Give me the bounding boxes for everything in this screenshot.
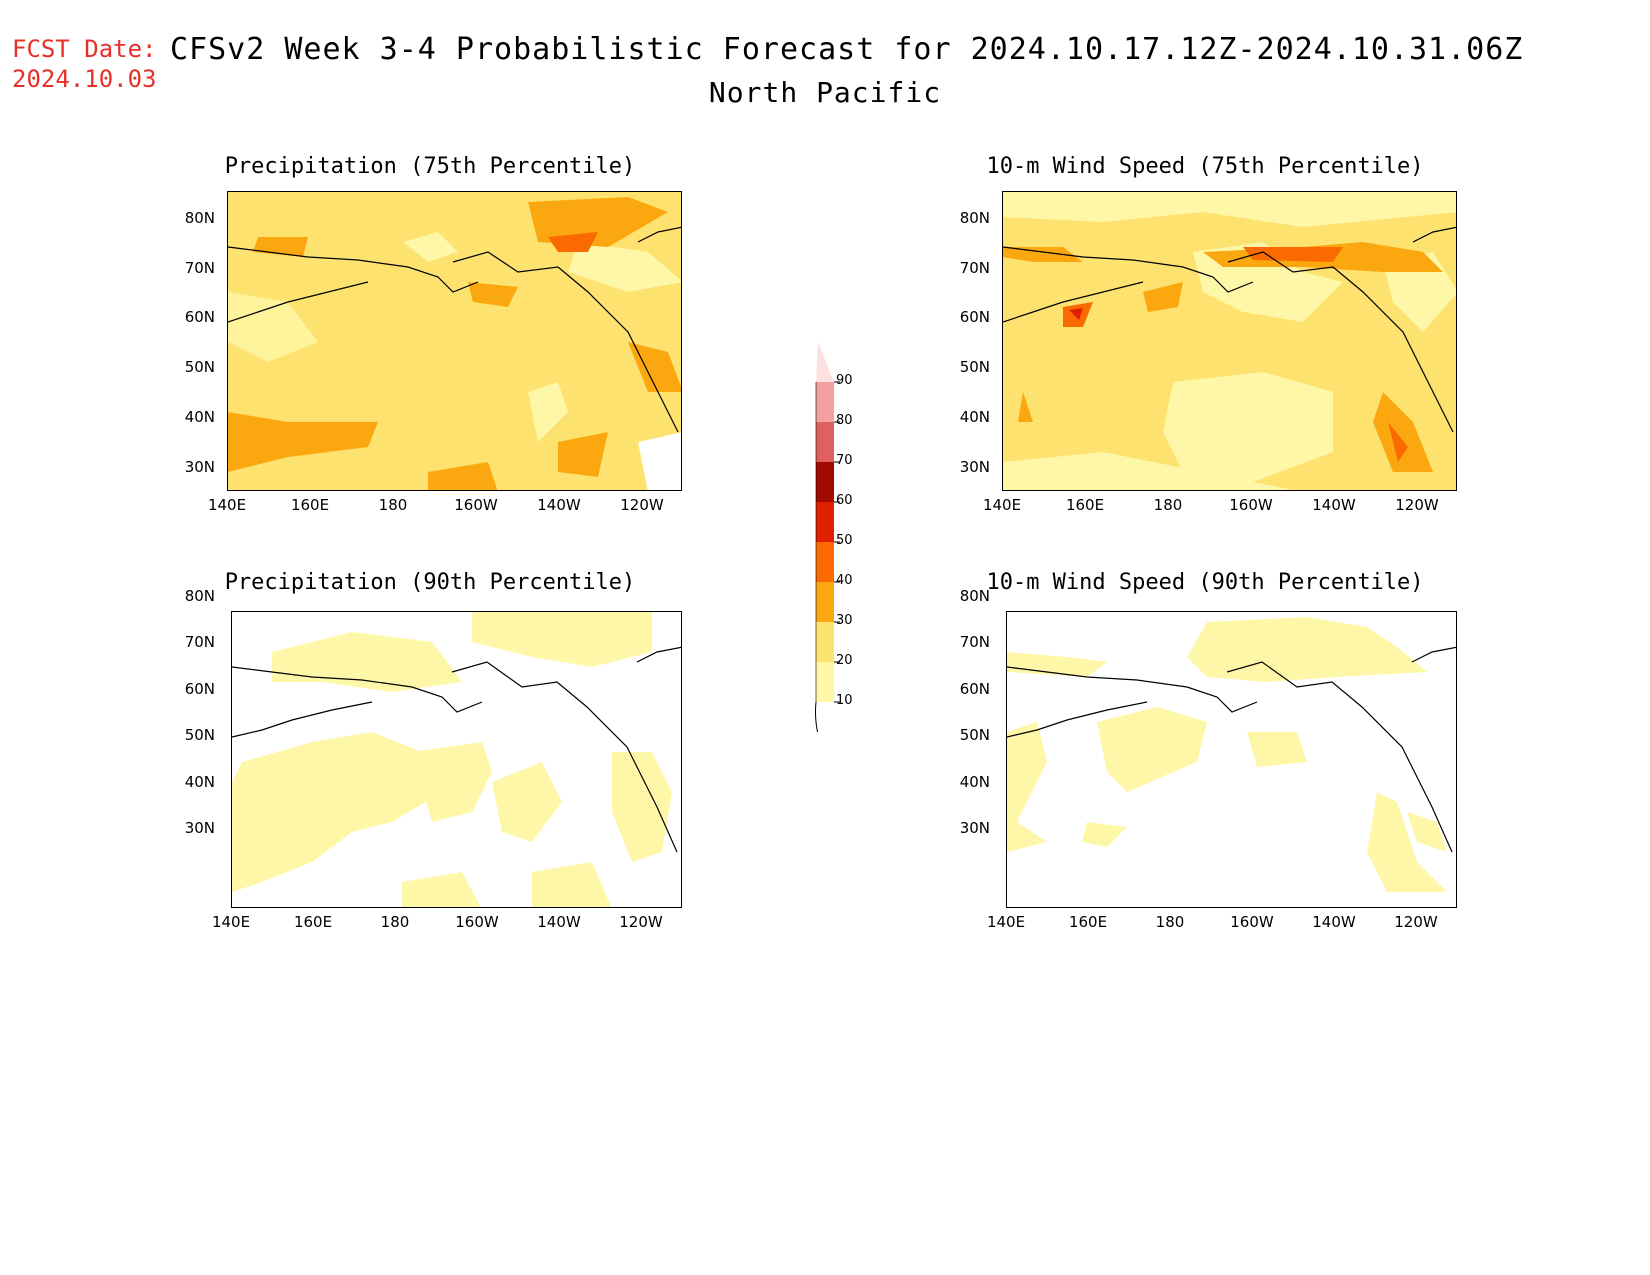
lat-label: 30N	[184, 458, 215, 476]
map-area	[231, 611, 682, 908]
colorbar-bin	[816, 582, 834, 622]
colorbar-label: 10	[836, 693, 853, 708]
page-subtitle: North Pacific	[708, 76, 942, 109]
map-area	[1002, 191, 1457, 491]
map-shading	[1007, 617, 1456, 892]
forecast-date-label: FCST Date:	[12, 35, 157, 63]
colorbar-label: 60	[836, 493, 853, 508]
colorbar-top-triangle	[816, 342, 834, 382]
forecast-date-value: 2024.10.03	[12, 65, 157, 93]
page-title: CFSv2 Week 3-4 Probabilistic Forecast fo…	[170, 32, 1524, 67]
colorbar-label: 20	[836, 653, 853, 668]
lat-label: 60N	[184, 308, 215, 326]
lat-label: 50N	[959, 726, 990, 744]
panel-precip-90: Precipitation (90th Percentile) 80N 70N …	[170, 570, 690, 931]
lat-label: 40N	[184, 408, 215, 426]
lat-label: 70N	[184, 259, 215, 277]
panel-precip-75: Precipitation (75th Percentile) 80N 70N …	[170, 150, 690, 514]
lat-label: 70N	[184, 633, 215, 651]
lon-label: 140W	[1312, 913, 1356, 931]
colorbar-bin	[816, 462, 834, 502]
colorbar-bin	[816, 382, 834, 422]
colorbar-bin	[816, 622, 834, 662]
colorbar-bottom-edge	[815, 701, 819, 732]
lat-label: 60N	[959, 680, 990, 698]
panel-wind-90: 10-m Wind Speed (90th Percentile) 80N 70…	[945, 570, 1465, 931]
lon-label: 140W	[537, 496, 581, 514]
colorbar-bin	[816, 422, 834, 462]
lon-label: 180	[380, 913, 410, 931]
lon-label: 160W	[1229, 496, 1273, 514]
panel-title: 10-m Wind Speed (75th Percentile)	[986, 154, 1424, 179]
colorbar: 10 20 30 40 50 60 70 80 90	[800, 332, 890, 732]
lat-label: 30N	[184, 819, 215, 837]
lat-label: 70N	[959, 633, 990, 651]
lon-label: 140W	[537, 913, 581, 931]
panel-title: Precipitation (75th Percentile)	[224, 154, 636, 179]
colorbar-bin	[816, 502, 834, 542]
lon-label: 180	[378, 496, 408, 514]
lon-label: 140E	[211, 913, 251, 931]
lat-label: 30N	[959, 819, 990, 837]
map-shading	[228, 192, 681, 490]
lon-label: 160W	[455, 913, 499, 931]
lon-label: 120W	[620, 496, 664, 514]
lat-label: 80N	[184, 587, 215, 605]
lon-label: 180	[1153, 496, 1183, 514]
colorbar-bin	[816, 542, 834, 582]
lat-label: 50N	[184, 358, 215, 376]
map-area	[1006, 611, 1457, 908]
panel-wind-75: 10-m Wind Speed (75th Percentile) 80N 70…	[945, 150, 1465, 514]
colorbar-label: 70	[836, 453, 853, 468]
colorbar-label: 50	[836, 533, 853, 548]
lat-label: 80N	[184, 209, 215, 227]
map-shading	[1003, 192, 1456, 490]
lon-label: 160E	[1068, 913, 1108, 931]
panel-title: Precipitation (90th Percentile)	[224, 570, 636, 595]
lat-label: 50N	[959, 358, 990, 376]
lat-label: 80N	[959, 209, 990, 227]
colorbar-bin	[816, 662, 834, 702]
lat-label: 30N	[959, 458, 990, 476]
lon-label: 180	[1155, 913, 1185, 931]
colorbar-swatches	[815, 342, 840, 732]
lon-label: 160E	[1065, 496, 1105, 514]
lat-label: 70N	[959, 259, 990, 277]
map-shading	[232, 612, 681, 907]
lon-label: 160E	[290, 496, 330, 514]
lon-label: 160E	[293, 913, 333, 931]
lat-label: 40N	[959, 408, 990, 426]
lon-label: 140E	[982, 496, 1022, 514]
lat-label: 80N	[959, 587, 990, 605]
lon-label: 160W	[454, 496, 498, 514]
lon-label: 140E	[986, 913, 1026, 931]
panel-title: 10-m Wind Speed (90th Percentile)	[986, 570, 1424, 595]
colorbar-label: 90	[836, 373, 853, 388]
lon-label: 120W	[1395, 496, 1439, 514]
lat-label: 50N	[184, 726, 215, 744]
lat-label: 60N	[184, 680, 215, 698]
colorbar-label: 30	[836, 613, 853, 628]
lon-label: 120W	[1394, 913, 1438, 931]
lat-label: 40N	[959, 773, 990, 791]
map-area	[227, 191, 682, 491]
lon-label: 160W	[1230, 913, 1274, 931]
colorbar-label: 80	[836, 413, 853, 428]
forecast-date-block: FCST Date: 2024.10.03	[12, 34, 157, 94]
lon-label: 120W	[619, 913, 663, 931]
lat-label: 40N	[184, 773, 215, 791]
lon-label: 140E	[207, 496, 247, 514]
colorbar-label: 40	[836, 573, 853, 588]
lat-label: 60N	[959, 308, 990, 326]
lon-label: 140W	[1312, 496, 1356, 514]
